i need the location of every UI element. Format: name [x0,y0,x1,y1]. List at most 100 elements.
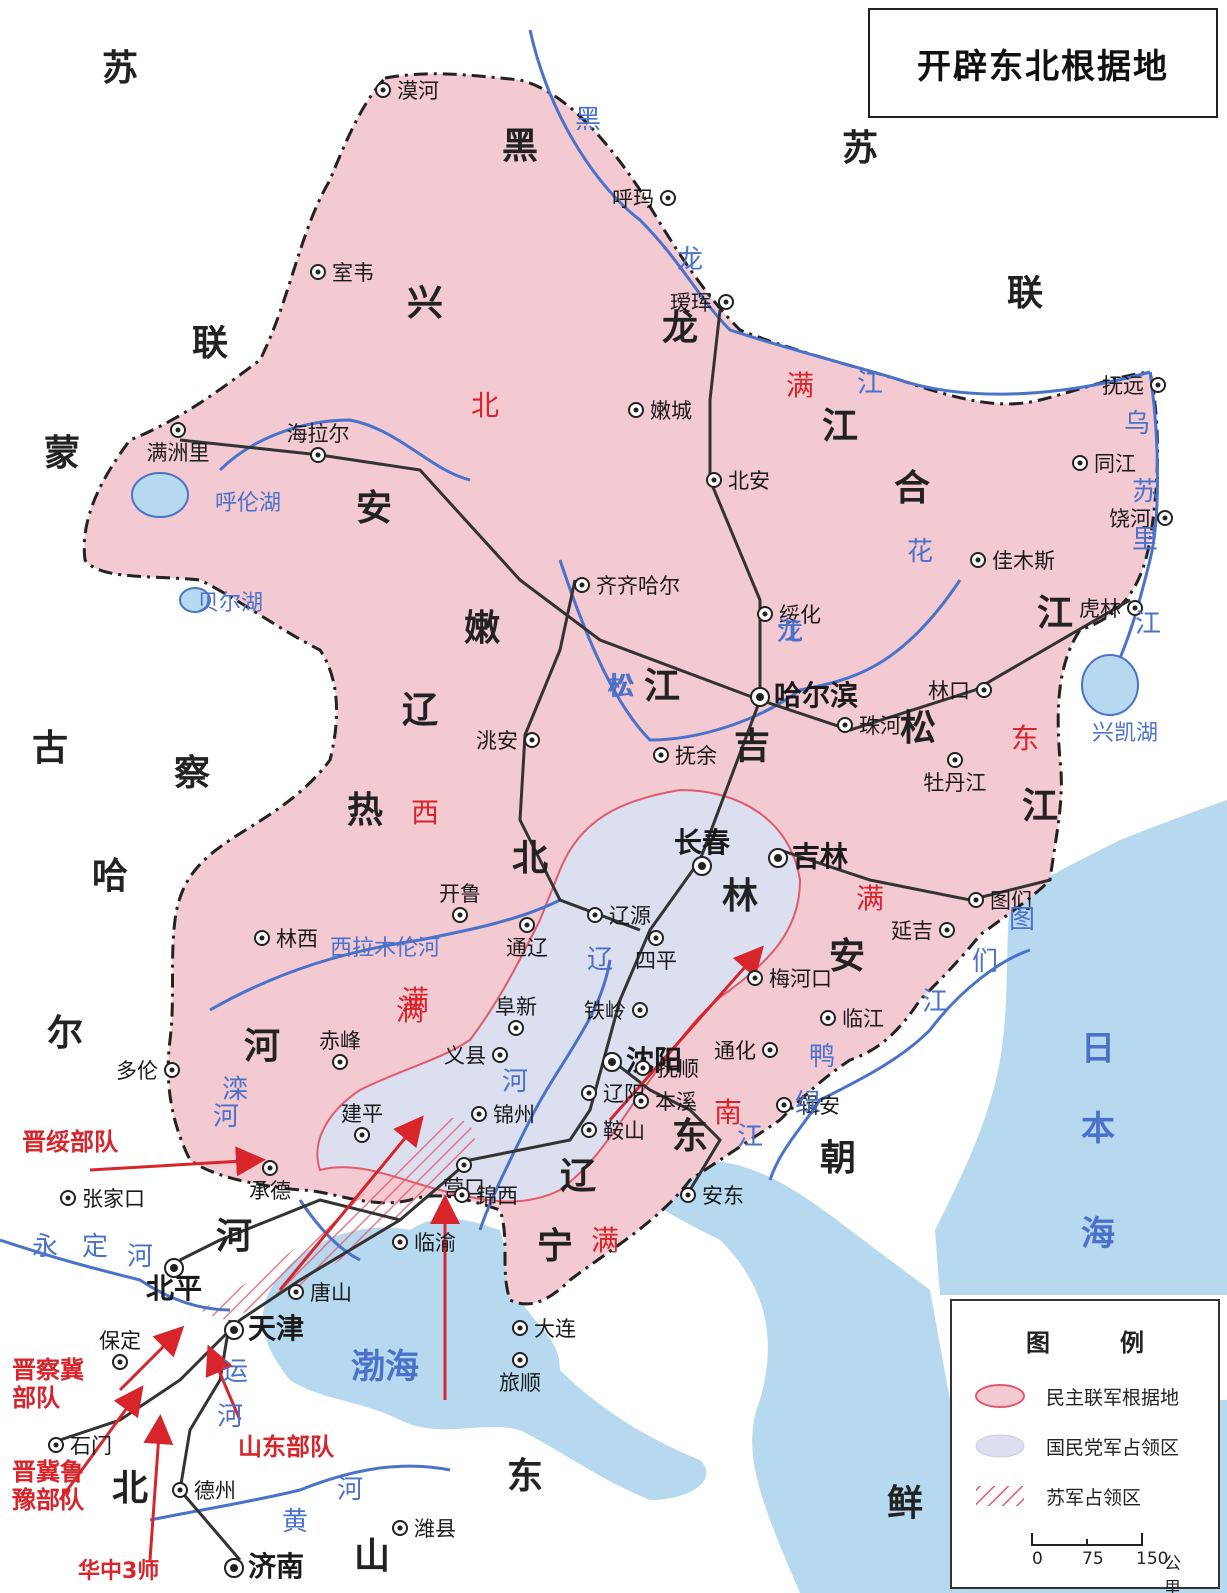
city-dot [723,299,729,305]
city-17: 林口 [928,679,992,703]
city-57: 大连 [512,1317,576,1341]
city-39: 通化 [714,1039,778,1063]
city-dot [380,87,386,93]
buir-lake [179,587,211,613]
region-label-hebei-1: 北 [112,1468,148,1509]
city-label: 义县 [444,1044,486,1068]
city-label: 四平 [635,949,677,973]
city-4: 瑷珲 [670,291,734,315]
city-54: 唐山 [288,1281,352,1305]
river-label-35: 运 [222,1357,248,1387]
city-label: 呼玛 [612,187,654,211]
city-25: 延吉 [891,919,955,943]
city-label: 抚余 [675,744,717,768]
city-dot [638,1098,644,1104]
region-label-liaoning-0: 辽 [560,1156,596,1197]
area-note-4: 满 [396,994,424,1027]
city-label: 本溪 [655,1090,697,1114]
jingbao-line [179,1198,401,1262]
arrow-main-corridor [278,1115,424,1291]
river-label-1: 龙 [677,245,703,275]
city-label: 开鲁 [439,882,481,906]
region-label-heilongjiang-1: 龙 [662,308,698,349]
city-7: 嫩城 [628,399,692,423]
region-label-liaoning-1: 宁 [537,1226,573,1267]
city-dot [397,1525,403,1531]
city-52: 临渝 [392,1231,456,1255]
south-manchuria-railway [59,699,762,1442]
city-14: 齐齐哈尔 [574,574,680,598]
city-dot [781,1102,787,1108]
city-15: 绥化 [757,603,821,627]
city-29: 辽源 [587,904,651,928]
region-label-jilin-0: 吉 [734,726,770,767]
city-dot [981,687,987,693]
arrow-jinsui [89,1146,266,1177]
city-dot [524,922,530,928]
city-label: 张家口 [82,1187,145,1211]
river-label-7: 松 [607,672,633,702]
city-32: 铁岭 [584,999,648,1023]
city-dot [459,1192,465,1198]
river-label-20: 滦 [222,1075,248,1105]
region-label-hejiang-0: 合 [894,468,930,509]
region-label-nenjiang-1: 江 [644,666,680,707]
city-10: 同江 [1072,452,1136,476]
city-label: 德州 [194,1479,236,1503]
xilamulun-river [209,898,561,1012]
city-5: 海拉尔 [287,422,350,463]
city-dot [1162,515,1168,521]
city-label: 海拉尔 [287,422,350,446]
region-label-meng_gu-0: 蒙 [44,433,80,474]
legend-swatch-base [975,1384,1025,1408]
city-label: 石门 [70,1434,112,1458]
river-label-23: 定 [82,1232,108,1262]
city-2: 呼玛 [612,187,676,211]
city-label: 梅河口 [769,967,832,991]
river-label-24: 河 [127,1242,153,1272]
songhua-river [558,559,962,742]
legend-swatch-soviet [976,1486,1024,1506]
region-label-su_lian-0: 苏 [102,48,138,89]
city-label: 唐山 [310,1281,352,1305]
wusuli-river [1108,371,1159,681]
river-label-4: 苏 [1132,477,1158,507]
city-label: 绥化 [779,603,821,627]
bohai-sea [262,1218,707,1500]
city-label: 佳木斯 [992,549,1055,573]
city-label: 珠河 [859,714,901,738]
city-dot [762,611,768,617]
city-46: 鞍山 [581,1119,645,1143]
city-dot [457,912,463,918]
city-label: 嫩城 [650,399,692,423]
city-13: 虎林 [1079,597,1143,621]
river-label-28: 兴凯湖 [1092,721,1158,746]
yongding-river [0,1238,231,1312]
city-label: 沈阳 [626,1044,682,1077]
river-label-16: 绿 [795,1089,821,1119]
city-37: 沈阳 [602,1044,682,1077]
arrow-huazhong [143,1414,174,1561]
city-label: 室韦 [332,261,374,285]
city-dot [1132,605,1138,611]
river-label-13: 们 [972,947,998,977]
city-label: 阜新 [495,995,537,1019]
region-label-chahar-0: 察 [174,753,210,794]
troop-arrows [58,945,764,1561]
city-label: 图们 [990,889,1032,913]
city-label: 瑷珲 [670,291,712,315]
city-1: 漠河 [375,79,439,103]
city-dot [637,1007,643,1013]
scale-tick-75: 75 [1082,1549,1104,1569]
city-label: 辽源 [609,904,651,928]
city-23: 吉林 [768,840,848,873]
city-label: 临江 [842,1007,884,1031]
rivers [0,29,1159,1522]
western-line [518,579,641,932]
city-label: 鞍山 [603,1119,645,1143]
river-label-22: 永 [32,1232,58,1262]
anfeng-line [604,1053,722,1191]
area-note-8: 满 [401,984,429,1017]
city-33: 临江 [820,1007,884,1031]
